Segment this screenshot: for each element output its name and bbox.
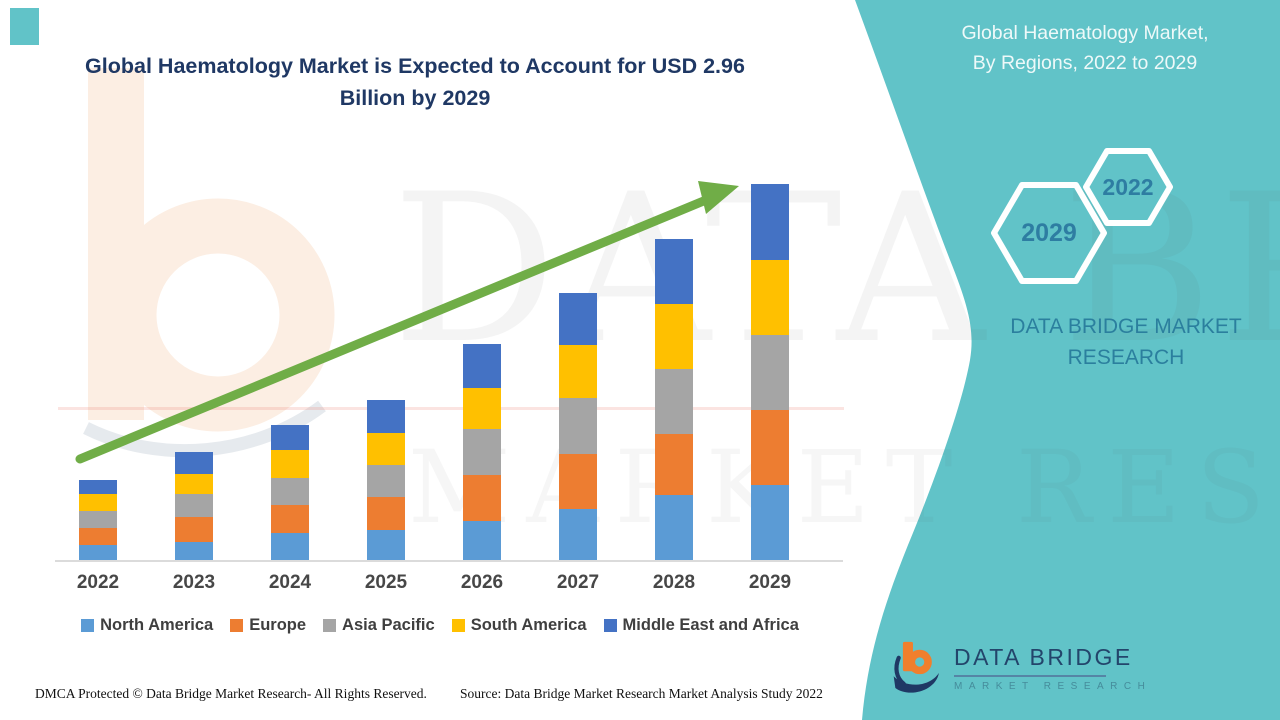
bar-segment-2024-asia-pacific (271, 478, 309, 505)
x-axis-label-2028: 2028 (652, 572, 696, 593)
legend-swatch-icon (323, 619, 337, 632)
bar-segment-2029-asia-pacific (751, 335, 789, 410)
databridge-logo-mark-icon (893, 641, 939, 693)
logo-divider (954, 675, 1106, 677)
x-axis-label-2022: 2022 (76, 572, 120, 593)
legend-item-europe: Europe (230, 616, 306, 635)
legend-swatch-icon (230, 619, 244, 632)
bar-segment-2029-europe (751, 410, 789, 485)
stacked-bar-2024 (271, 425, 309, 560)
footer-dmca-text: DMCA Protected © Data Bridge Market Rese… (35, 686, 427, 701)
bar-segment-2024-north-america (271, 533, 309, 560)
x-axis-label-2029: 2029 (748, 572, 792, 593)
x-axis-labels: 2022 2023 2024 2025 2026 2027 2028 2029 (50, 572, 818, 594)
x-axis-label-2024: 2024 (268, 572, 312, 593)
bar-segment-2022-europe (79, 528, 117, 545)
side-panel-title-line2: By Regions, 2022 to 2029 (972, 52, 1198, 74)
bar-segment-2023-south-america (175, 474, 213, 494)
hexagon-badges (1086, 151, 1170, 223)
bar-segment-2023-asia-pacific (175, 494, 213, 517)
bar-segment-2027-asia-pacific (559, 398, 597, 454)
bar-segment-2022-north-america (79, 545, 117, 560)
side-panel-brand-text: DATA BRIDGE MARKET RESEARCH (1010, 315, 1242, 369)
hexagon-label-2029: 2029 (1021, 219, 1077, 247)
bar-segment-2025-north-america (367, 530, 405, 560)
legend-swatch-icon (603, 619, 617, 632)
bar-segment-2025-asia-pacific (367, 465, 405, 497)
legend-label: Europe (249, 616, 307, 634)
bar-segment-2026-europe (463, 475, 501, 521)
stacked-bar-2023 (175, 452, 213, 560)
bar-segment-2023-north-america (175, 542, 213, 560)
bar-segment-2027-europe (559, 454, 597, 509)
hexagon-label-2022: 2022 (1102, 174, 1154, 200)
bar-segment-2023-middle-east-and-africa (175, 452, 213, 474)
bar-segment-2024-middle-east-and-africa (271, 425, 309, 450)
x-axis-label-2023: 2023 (172, 572, 216, 593)
bar-segment-2026-north-america (463, 521, 501, 560)
side-panel-title-line1: Global Haematology Market, (961, 22, 1209, 44)
chart-title: Global Haematology Market is Expected to… (85, 54, 745, 110)
bar-segment-2028-north-america (655, 495, 693, 560)
legend-swatch-icon (81, 619, 95, 632)
bar-segment-2029-middle-east-and-africa (751, 184, 789, 260)
legend-item-north-america: North America (81, 616, 213, 635)
stacked-bar-2029 (751, 184, 789, 560)
bar-segment-2024-europe (271, 505, 309, 533)
stacked-bar-2022 (79, 480, 117, 560)
side-panel-title: Global Haematology Market, By Regions, 2… (915, 18, 1255, 78)
logo-subtitle: MARKET RESEARCH (954, 681, 1152, 692)
bar-segment-2025-europe (367, 497, 405, 530)
databridge-logo: DATA BRIDGE MARKET RESEARCH (892, 636, 1151, 698)
bar-segment-2029-south-america (751, 260, 789, 335)
x-axis-line (55, 560, 843, 562)
bar-column-2022 (50, 118, 146, 560)
legend-label: Asia Pacific (342, 616, 435, 634)
bar-segment-2025-south-america (367, 433, 405, 465)
bar-segment-2026-asia-pacific (463, 429, 501, 475)
logo-title: DATA BRIDGE (954, 644, 1133, 670)
bar-segment-2023-europe (175, 517, 213, 542)
bar-segment-2027-north-america (559, 509, 597, 560)
legend-label: Middle East and Africa (622, 616, 799, 634)
bar-segment-2022-south-america (79, 494, 117, 511)
bar-segment-2029-north-america (751, 485, 789, 560)
stacked-bar-2025 (367, 400, 405, 560)
legend-item-south-america: South America (451, 616, 587, 635)
bar-segment-2022-asia-pacific (79, 511, 117, 528)
x-axis-label-2027: 2027 (556, 572, 600, 593)
legend-item-middle-east-and-africa: Middle East and Africa (603, 616, 799, 635)
databridge-logo-text: DATA BRIDGE MARKET RESEARCH (954, 644, 1151, 692)
bar-column-2029 (722, 118, 818, 560)
bar-segment-2024-south-america (271, 450, 309, 478)
corner-accent-square (10, 8, 39, 45)
legend-label: North America (100, 616, 214, 634)
chart-legend: North America Europe Asia Pacific South Ame… (40, 616, 840, 635)
legend-label: South America (470, 616, 587, 634)
footer-source-text: Source: Data Bridge Market Research Mark… (460, 686, 823, 701)
x-axis-label-2025: 2025 (364, 572, 408, 593)
legend-swatch-icon (451, 619, 465, 632)
bar-segment-2022-middle-east-and-africa (79, 480, 117, 494)
legend-item-asia-pacific: Asia Pacific (323, 616, 435, 635)
bar-segment-2028-europe (655, 434, 693, 495)
x-axis-label-2026: 2026 (460, 572, 504, 593)
bar-segment-2025-middle-east-and-africa (367, 400, 405, 433)
